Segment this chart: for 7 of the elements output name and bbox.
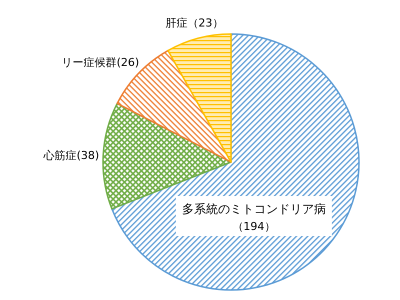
slice-label: リー症候群(26) bbox=[62, 56, 140, 70]
data-label: （194） bbox=[232, 220, 276, 234]
pie-slice bbox=[116, 50, 232, 163]
pie-slice bbox=[167, 33, 232, 163]
slice-label: 肝症（23） bbox=[165, 16, 224, 30]
slice-label: 多系統のミトコンドリア病 bbox=[182, 202, 326, 216]
slice-label: 心筋症(38) bbox=[42, 148, 100, 162]
